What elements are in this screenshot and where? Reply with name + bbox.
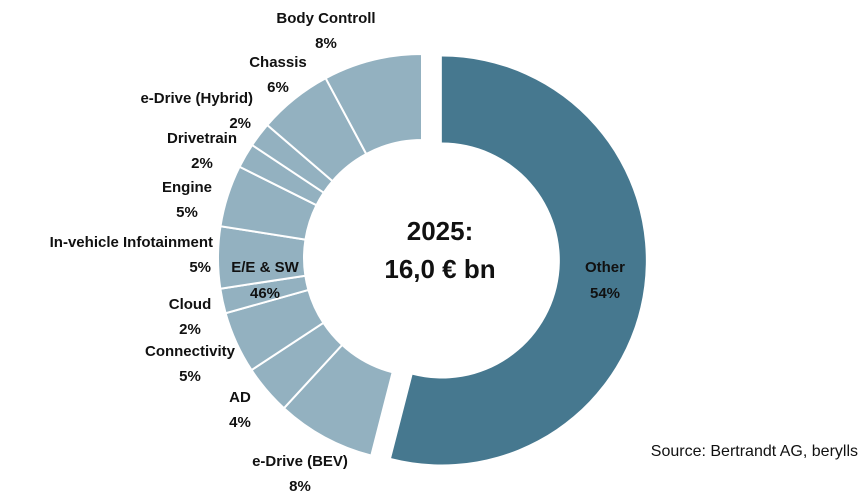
segment-label: Drivetrain: [167, 130, 237, 147]
segment-label: Engine: [162, 179, 212, 196]
main-label: Other: [585, 259, 625, 276]
segment-label: e-Drive (BEV): [252, 453, 348, 470]
segment-value-label: 5%: [179, 368, 201, 385]
segment-value-label: 2%: [229, 115, 251, 132]
center-text: 16,0 € bn: [384, 254, 495, 284]
segment-label: e-Drive (Hybrid): [140, 90, 253, 107]
segment-value-label: 4%: [229, 414, 251, 431]
segment-value-label: 2%: [179, 321, 201, 338]
donut-segment: [324, 52, 423, 156]
segment-label: Cloud: [169, 296, 212, 313]
segment-value-label: 5%: [189, 259, 211, 276]
main-value-label: 54%: [590, 285, 620, 302]
segment-label: Chassis: [249, 54, 307, 71]
segment-label: AD: [229, 389, 251, 406]
segment-label: Connectivity: [145, 343, 236, 360]
segment-label: Body Controll: [276, 10, 375, 27]
segment-value-label: 5%: [176, 204, 198, 221]
center-text: 2025:: [407, 216, 474, 246]
segment-value-label: 2%: [191, 155, 213, 172]
segment-label: In-vehicle Infotainment: [50, 234, 213, 251]
main-slice: [391, 56, 646, 465]
source: Source: Bertrandt AG, berylls: [651, 443, 858, 460]
group-value-label: 46%: [250, 285, 280, 302]
group-label: E/E & SW: [231, 259, 299, 276]
segment-value-label: 6%: [267, 79, 289, 96]
segment-value-label: 8%: [289, 478, 311, 491]
segment-value-label: 8%: [315, 35, 337, 52]
